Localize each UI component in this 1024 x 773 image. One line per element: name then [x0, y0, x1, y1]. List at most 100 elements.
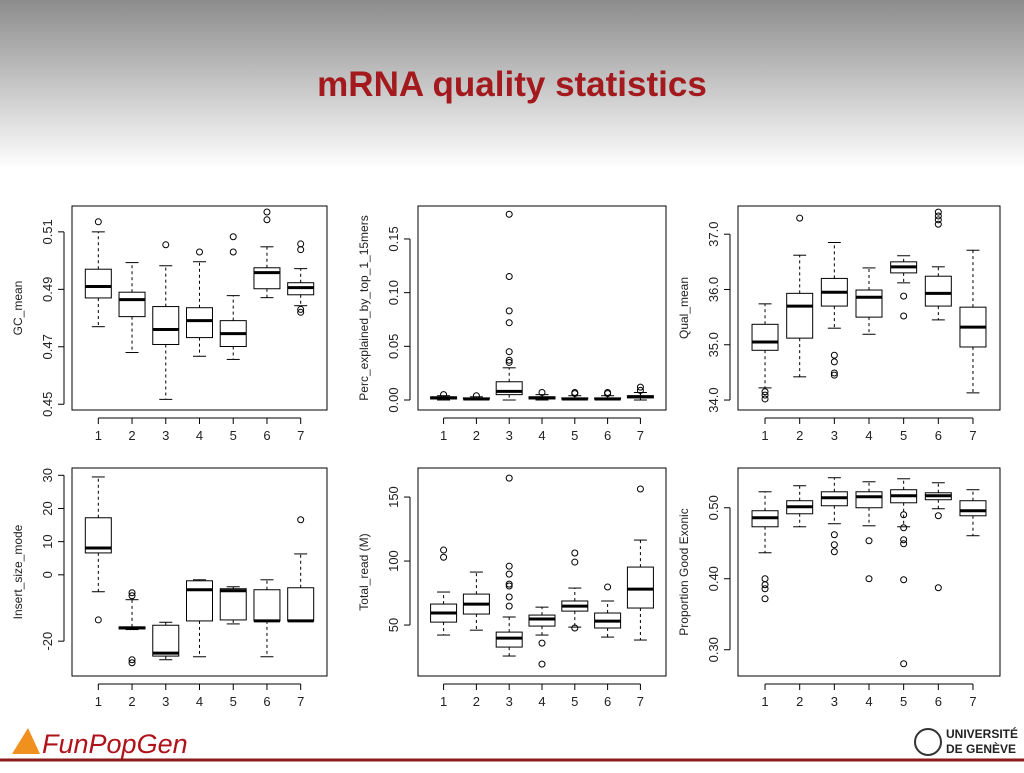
outlier	[761, 395, 769, 403]
logo-text: FunPopGen	[42, 729, 188, 759]
x-tick-label: 2	[473, 428, 480, 443]
outlier	[94, 218, 102, 226]
x-tick-label: 6	[935, 694, 942, 709]
outlier	[505, 582, 513, 590]
x-tick-label: 2	[128, 694, 135, 709]
box	[959, 500, 987, 517]
outlier	[505, 273, 513, 281]
outlier	[162, 241, 170, 249]
y-tick-label: 36.0	[706, 277, 721, 302]
outlier	[128, 589, 136, 597]
x-tick-label: 7	[297, 428, 304, 443]
x-tick-label: 7	[637, 694, 644, 709]
x-tick-label: 3	[162, 694, 169, 709]
outlier	[440, 553, 448, 561]
outlier	[761, 585, 769, 593]
box	[84, 268, 112, 299]
outlier	[505, 307, 513, 315]
x-tick-label: 5	[571, 428, 578, 443]
y-tick-label: 0.50	[706, 495, 721, 520]
x-tick-label: 1	[95, 428, 102, 443]
outlier	[900, 511, 908, 519]
y-axis-label: Qual_mean	[677, 277, 691, 339]
outlier	[900, 540, 908, 548]
outlier	[505, 570, 513, 578]
x-tick-label: 4	[865, 428, 872, 443]
y-tick-label: 0	[40, 571, 55, 578]
outlier	[229, 233, 237, 241]
outlier	[934, 584, 942, 592]
logo-shape	[12, 728, 40, 754]
x-tick-label: 6	[604, 428, 611, 443]
y-axis-label: Total_read (M)	[357, 533, 371, 610]
outlier	[571, 549, 579, 557]
x-tick-label: 3	[162, 428, 169, 443]
box	[219, 588, 247, 621]
x-tick-label: 1	[761, 428, 768, 443]
y-tick-label: 100	[386, 550, 401, 572]
outlier	[505, 593, 513, 601]
y-axis-label: GC_mean	[11, 281, 25, 336]
box	[855, 289, 883, 318]
outlier	[297, 240, 305, 248]
outlier	[94, 616, 102, 624]
outlier	[505, 348, 513, 356]
y-tick-label: 37.0	[706, 222, 721, 247]
box	[186, 307, 213, 339]
y-tick-label: 0.15	[386, 226, 401, 251]
outlier	[297, 516, 305, 524]
y-tick-label: 0.49	[40, 277, 55, 302]
y-tick-label: 20	[40, 501, 55, 515]
x-tick-label: 2	[473, 694, 480, 709]
outlier	[128, 592, 136, 600]
outlier	[830, 541, 838, 549]
outlier	[934, 208, 942, 216]
box	[152, 624, 180, 657]
outlier	[934, 212, 942, 220]
y-tick-label: 34.0	[706, 387, 721, 412]
outlier	[297, 305, 305, 313]
plot-frame	[737, 467, 1001, 677]
outlier	[229, 248, 237, 256]
x-tick-label: 3	[506, 428, 513, 443]
outlier	[538, 639, 546, 647]
outlier	[604, 388, 612, 396]
outlier	[934, 512, 942, 520]
box	[118, 291, 146, 318]
plot-frame	[71, 467, 328, 677]
x-tick-label: 5	[900, 428, 907, 443]
outlier	[761, 595, 769, 603]
outlier	[505, 356, 513, 364]
outlier	[128, 659, 136, 667]
x-tick-label: 1	[440, 428, 447, 443]
outlier	[505, 319, 513, 327]
plot-frame	[71, 205, 328, 411]
outlier	[900, 524, 908, 532]
outlier	[934, 220, 942, 228]
x-tick-label: 6	[604, 694, 611, 709]
y-tick-label: 10	[40, 534, 55, 548]
x-tick-label: 4	[196, 694, 203, 709]
outlier	[900, 536, 908, 544]
box	[626, 566, 654, 609]
y-axis-label: Insert_size_mode	[11, 524, 25, 619]
outlier	[900, 576, 908, 584]
x-tick-label: 6	[935, 428, 942, 443]
outlier	[128, 656, 136, 664]
box	[786, 292, 814, 339]
unige-line2: DE GENÈVE	[946, 741, 1016, 756]
x-tick-label: 2	[796, 428, 803, 443]
x-tick-label: 7	[969, 694, 976, 709]
x-tick-label: 2	[128, 428, 135, 443]
x-tick-label: 3	[506, 694, 513, 709]
y-tick-label: 50	[386, 618, 401, 632]
box	[751, 323, 779, 351]
x-tick-label: 5	[571, 694, 578, 709]
outlier	[761, 581, 769, 589]
outlier	[505, 474, 513, 482]
x-tick-label: 4	[538, 694, 545, 709]
outlier	[604, 583, 612, 591]
y-tick-label: 0.51	[40, 219, 55, 244]
outlier	[830, 358, 838, 366]
y-tick-label: 0.30	[706, 637, 721, 662]
